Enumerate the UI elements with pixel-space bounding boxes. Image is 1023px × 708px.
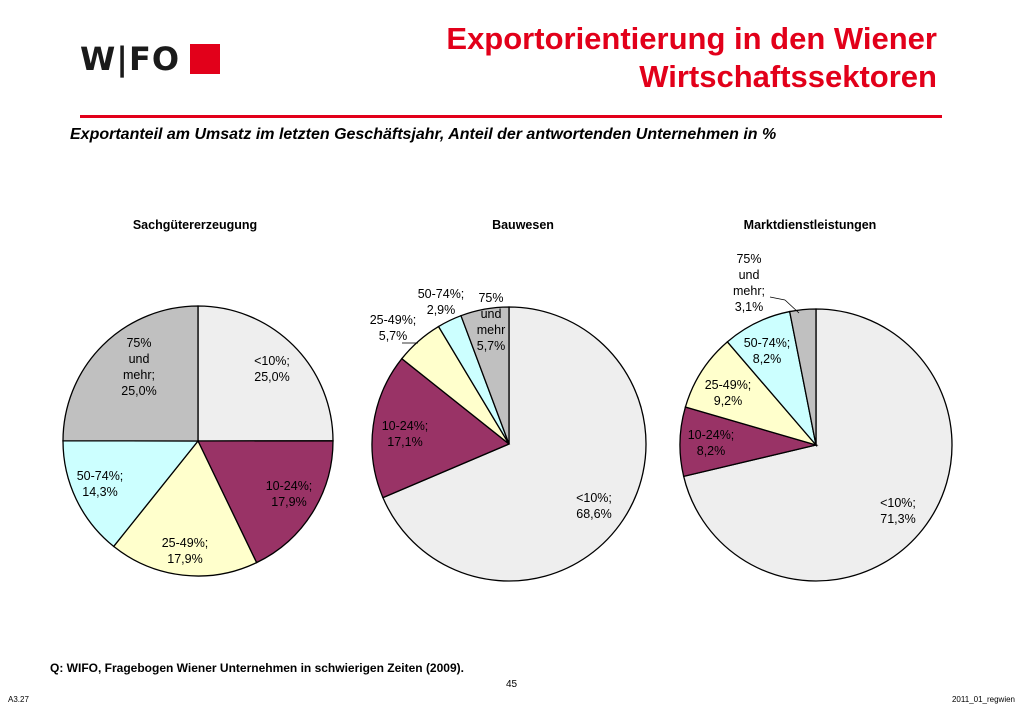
- pie-slice: [684, 340, 818, 447]
- pie-data-label: 75% und mehr; 3,1%: [733, 252, 765, 314]
- pie-data-label: 50-74%; 14,3%: [77, 469, 124, 499]
- pie-data-label: <10%; 71,3%: [880, 496, 916, 526]
- document-code: 2011_01_regwien: [951, 695, 1015, 704]
- wifo-logo: W|FO: [80, 40, 221, 78]
- pie-slice: [62, 440, 200, 548]
- logo-wordmark: W|FO: [80, 40, 181, 78]
- label-leader-line: [784, 299, 800, 314]
- source-note: Q: WIFO, Fragebogen Wiener Unternehmen i…: [50, 661, 464, 675]
- pie-slice: [112, 439, 258, 577]
- pie-slice: [196, 440, 334, 564]
- page-number: 45: [505, 679, 518, 690]
- chart-subtitle: Exportanteil am Umsatz im letzten Geschä…: [70, 126, 777, 143]
- pie-data-label: 25-49%; 5,7%: [370, 313, 417, 343]
- pie-data-label: 10-24%; 8,2%: [688, 428, 735, 458]
- pie-slice: [788, 308, 817, 446]
- pie-data-label: <10%; 68,6%: [576, 491, 612, 521]
- page-title-line-2: Wirtschaftssektoren: [639, 59, 937, 94]
- pie-data-label: 75% und mehr 5,7%: [477, 291, 506, 353]
- page-title-line-1: Exportorientierung in den Wiener: [446, 21, 937, 56]
- pie-slice: [382, 306, 647, 582]
- pie-data-label: 10-24%; 17,9%: [266, 479, 313, 509]
- logo-red-square: [190, 44, 221, 74]
- pie-chart-3: Marktdienstleistungen <10%; 71,3% 10-24%; 8,…: [679, 218, 953, 582]
- pie-data-label: 50-74%; 8,2%: [744, 336, 791, 366]
- pie-chart-title: Sachgütererzeugung: [133, 218, 257, 232]
- pie-data-label: 50-74%; 2,9%: [418, 287, 465, 317]
- pie-chart-title: Marktdienstleistungen: [744, 218, 877, 232]
- pie-chart-2: Bauwesen <10%; 68,6% 10-24%; 17,1% 25-49%; 5,7…: [370, 218, 647, 582]
- pie-data-label: 75% und mehr; 25,0%: [121, 336, 156, 398]
- pie-slice: [371, 357, 511, 499]
- pie-data-label: 25-49%; 17,9%: [162, 536, 209, 566]
- slide-code: A3.27: [8, 695, 29, 704]
- page-title: Exportorientierung in den Wiener Wirtsch…: [446, 20, 937, 96]
- pie-data-label: <10%; 25,0%: [254, 354, 290, 384]
- pie-chart-title: Bauwesen: [492, 218, 554, 232]
- pie-data-label: 25-49%; 9,2%: [705, 378, 752, 408]
- label-leader-line: [769, 296, 786, 301]
- pie-chart-1: Sachgütererzeugung <10%; 25,0% 10-24%; 17,9%…: [62, 218, 334, 577]
- pie-slice: [460, 306, 510, 445]
- pie-slice: [62, 305, 199, 442]
- pie-slice: [197, 305, 334, 442]
- title-divider: [80, 115, 942, 118]
- pie-data-label: 10-24%; 17,1%: [382, 419, 429, 449]
